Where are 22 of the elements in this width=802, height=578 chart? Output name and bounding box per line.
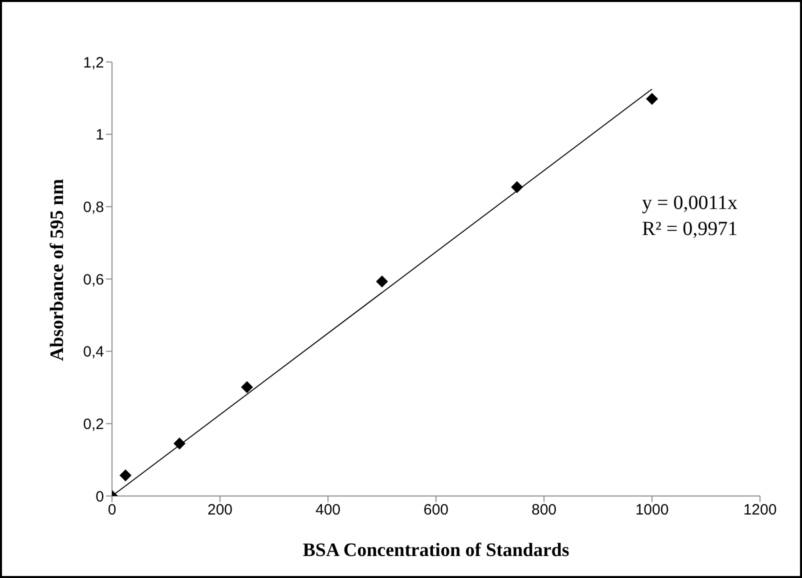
point (241, 381, 253, 394)
x-tick-label: 1000 (635, 502, 669, 519)
x-axis-title: BSA Concentration of Standards (302, 540, 570, 562)
x-tick-label: 400 (315, 502, 341, 519)
point (120, 469, 132, 482)
point (646, 92, 658, 105)
x-tick-label: 200 (207, 502, 233, 519)
y-tick-label: 0,8 (83, 198, 104, 216)
annotation: y = 0,0011x (642, 191, 738, 216)
x-tick-label: 600 (423, 502, 449, 519)
x-tick-label: 1200 (743, 502, 777, 519)
y-tick-label: 1 (96, 126, 104, 144)
y-axis-title: Absorbance of 595 nm (47, 178, 69, 362)
y-tick-label: 0 (96, 488, 104, 506)
annotation: R² = 0,9971 (642, 217, 738, 242)
x-tick-label: 0 (108, 502, 116, 519)
point (376, 276, 388, 288)
y-tick-label: 1,2 (83, 54, 104, 72)
x-tick-label: 800 (531, 502, 557, 519)
y-tick-label: 0,4 (83, 344, 104, 361)
y-tick-label: 0,2 (83, 416, 104, 433)
y-tick-label: 0,6 (83, 271, 104, 288)
